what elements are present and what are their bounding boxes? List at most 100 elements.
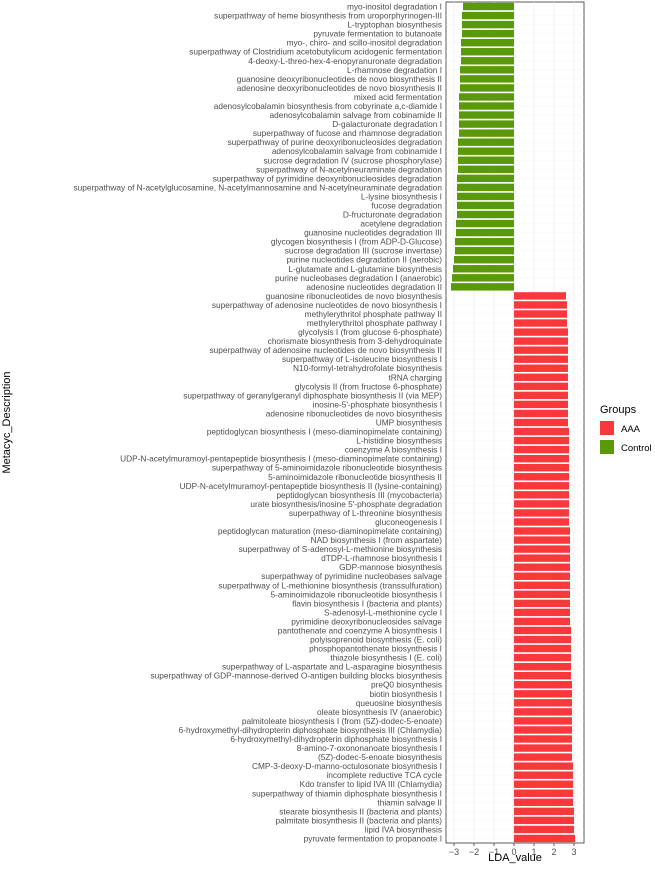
- category-label: adenosylcobalamin biosynthesis from coby…: [214, 101, 442, 111]
- category-label: adenosylcobalamin salvage from cobinamid…: [270, 110, 443, 120]
- category-label: guanosine nucleotides degradation III: [304, 228, 442, 238]
- category-label: superpathway of L-threonine biosynthesis: [289, 508, 442, 518]
- bar-aaa: [514, 464, 569, 472]
- bar-aaa: [514, 753, 572, 761]
- category-label: L-rhamnose degradation I: [347, 65, 442, 75]
- category-label: pyruvate fermentation to butanoate: [313, 29, 442, 39]
- category-label: sucrose degradation III (sucrose inverta…: [285, 246, 442, 256]
- category-label: L-lysine biosynthesis I: [361, 191, 442, 201]
- bar-control: [459, 93, 514, 101]
- bar-control: [457, 192, 514, 201]
- bar-control: [458, 147, 514, 155]
- x-tick-label: 3: [571, 847, 576, 857]
- category-label: superpathway of GDP-mannose-derived O-an…: [151, 671, 442, 681]
- bar-aaa: [514, 780, 573, 788]
- bar-aaa: [514, 346, 568, 354]
- legend-swatch-aaa: [600, 421, 614, 435]
- category-label: superpathway of N-acetylneuraminate degr…: [256, 164, 442, 174]
- category-label: UDP-N-acetylmuramoyl-pentapeptide biosyn…: [180, 481, 443, 491]
- bar-control: [457, 201, 514, 210]
- bar-aaa: [514, 681, 572, 689]
- bar-aaa: [514, 409, 568, 418]
- category-label: phosphopantothenate biosynthesis I: [309, 644, 442, 654]
- legend-items: AAA Control: [600, 421, 652, 454]
- bar-control: [458, 138, 514, 146]
- bar-aaa: [514, 373, 568, 381]
- bar-aaa: [514, 473, 569, 481]
- y-axis-title: Metacyc_Description: [1, 371, 13, 473]
- category-label: methylerythritol phosphate pathway I: [307, 318, 442, 328]
- bar-control: [453, 265, 514, 273]
- bar-control: [457, 183, 514, 192]
- bar-aaa: [514, 491, 569, 499]
- bar-aaa: [514, 807, 574, 816]
- category-label: L-tryptophan biosynthesis: [347, 20, 442, 30]
- category-label: sucrose degradation IV (sucrose phosphor…: [264, 155, 443, 165]
- category-label: 6-hydroxymethyl-dihydropterin diphosphat…: [179, 725, 443, 735]
- bar-control: [459, 129, 514, 137]
- category-label: methylerythritol phosphate pathway II: [305, 309, 442, 319]
- category-label: gluconeogenesis I: [375, 517, 442, 527]
- category-label: UDP-N-acetylmuramoyl-pentapeptide biosyn…: [120, 454, 442, 464]
- category-label: flavin biosynthesis I (bacteria and plan…: [292, 598, 442, 608]
- bar-aaa: [514, 482, 569, 490]
- bar-control: [459, 102, 514, 110]
- category-label: 6-hydroxymethyl-dihydropterin diphosphat…: [230, 734, 442, 744]
- bar-aaa: [514, 825, 574, 834]
- bar-aaa: [514, 608, 570, 617]
- bar-control: [462, 29, 514, 38]
- category-label: pantothenate and coenzyme A biosynthesis…: [278, 625, 442, 635]
- category-label: superpathway of heme biosynthesis from u…: [214, 11, 442, 21]
- bar-aaa: [514, 319, 567, 327]
- category-label: L-glutamate and L-glutamine biosynthesis: [288, 264, 442, 274]
- category-label: superpathway of L-aspartate and L-aspara…: [222, 662, 442, 672]
- bar-aaa: [514, 572, 570, 580]
- bar-aaa: [514, 545, 570, 553]
- bar-control: [463, 2, 514, 11]
- bar-aaa: [514, 699, 572, 707]
- category-label: glycogen biosynthesis I (from ADP-D-Gluc…: [271, 237, 442, 247]
- category-label: NAD biosynthesis I (from aspartate): [311, 535, 443, 545]
- category-label: mixed acid fermentation: [354, 92, 442, 102]
- bar-control: [458, 156, 514, 164]
- bar-aaa: [514, 635, 571, 644]
- category-label: adenosine ribonucleotides de novo biosyn…: [266, 408, 442, 418]
- x-tick-label: 2: [551, 847, 556, 857]
- category-label: peptidoglycan maturation (meso-diaminopi…: [218, 526, 442, 536]
- bar-aaa: [514, 726, 572, 734]
- bar-control: [461, 38, 514, 47]
- bar-aaa: [514, 301, 567, 309]
- bar-aaa: [514, 671, 571, 680]
- bar-control: [459, 120, 514, 128]
- category-label: acetylene degradation: [360, 219, 442, 229]
- bar-control: [456, 228, 514, 237]
- category-label: dTDP-L-rhamnose biosynthesis I: [321, 553, 442, 563]
- legend: Groups AAA Control: [600, 404, 652, 454]
- bar-control: [459, 111, 514, 119]
- bar-aaa: [514, 382, 568, 391]
- category-label: superpathway of purine deoxyribonucleosi…: [228, 137, 443, 147]
- category-label: inosine-5'-phosphate biosynthesis I: [313, 399, 442, 409]
- category-label: N10-formyl-tetrahydrofolate biosynthesis: [293, 363, 442, 373]
- bar-aaa: [514, 427, 569, 436]
- x-tick-label: −2: [469, 847, 479, 857]
- category-label: GDP-mannose biosynthesis: [339, 562, 442, 572]
- category-label: superpathway of adenosine nucleotides de…: [212, 300, 442, 310]
- bar-aaa: [514, 744, 572, 752]
- category-label: lipid IVA biosynthesis: [365, 824, 442, 834]
- bar-aaa: [514, 509, 569, 517]
- category-label: 5-aminoimidazole ribonucleotide biosynth…: [268, 472, 442, 482]
- bar-aaa: [514, 662, 571, 671]
- category-label: adenosylcobalamin salvage from cobinamid…: [272, 146, 442, 156]
- category-label: adenosine deoxyribonucleotides de novo b…: [237, 83, 442, 93]
- category-label: glycolysis II (from fructose 6-phosphate…: [295, 381, 442, 391]
- category-label: purine nucleobases degradation I (anaero…: [275, 273, 442, 283]
- category-label: thiamin salvage II: [377, 797, 442, 807]
- bar-aaa: [514, 292, 566, 300]
- category-label: stearate biosynthesis II (bacteria and p…: [279, 806, 442, 816]
- bar-aaa: [514, 400, 568, 409]
- bar-aaa: [514, 599, 570, 608]
- bar-aaa: [514, 328, 568, 336]
- bar-aaa: [514, 536, 570, 544]
